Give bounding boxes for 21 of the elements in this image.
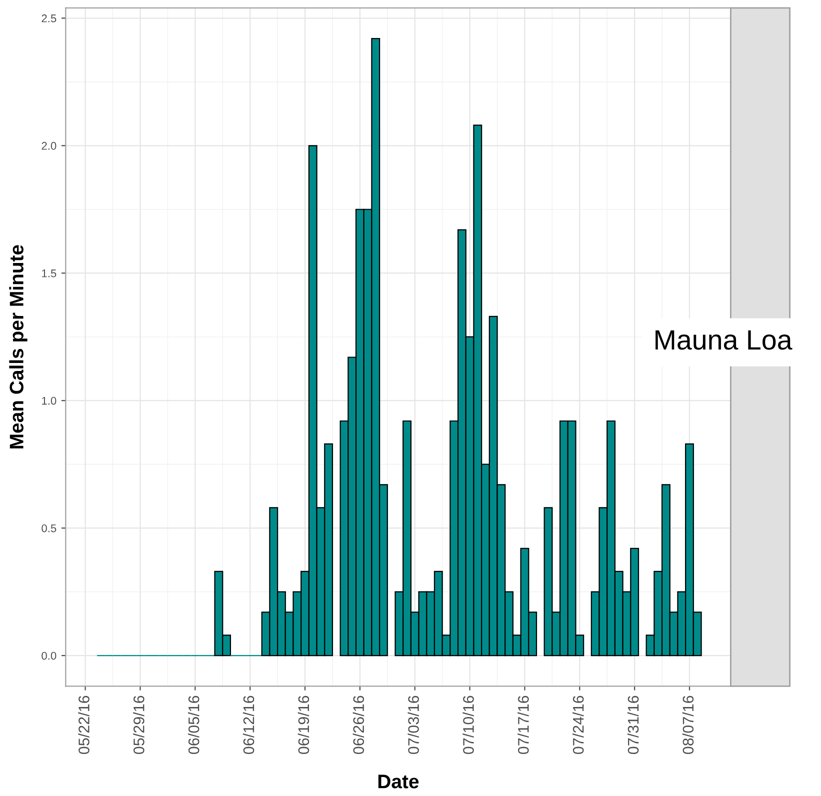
y-tick-label: 1.5: [42, 270, 56, 278]
x-tick-label: 06/26/16: [352, 696, 364, 754]
y-tick-label: 2.0: [42, 142, 56, 150]
x-tick-label: 07/10/16: [462, 696, 474, 754]
x-tick-label: 05/29/16: [133, 696, 144, 754]
x-tick-label: 08/07/16: [682, 696, 694, 754]
x-axis-title: Date: [378, 774, 419, 788]
x-tick-label: 06/19/16: [298, 696, 310, 754]
y-tick-label: 0.0: [42, 652, 56, 660]
y-tick-label: 0.5: [42, 524, 56, 532]
x-tick-label: 07/17/16: [518, 696, 529, 754]
x-tick-label: 05/22/16: [78, 696, 90, 754]
x-tick-label: 07/31/16: [627, 696, 639, 754]
y-tick-label: 1.0: [42, 396, 56, 405]
x-tick-label: 06/12/16: [242, 696, 254, 754]
y-tick-label: 2.5: [42, 14, 56, 22]
annotation: Mauna Loa: [656, 330, 792, 350]
x-tick-label: 07/24/16: [572, 696, 584, 754]
y-axis-title: Mean Calls per Minute: [9, 245, 28, 448]
x-tick-label: 06/05/16: [188, 696, 200, 754]
x-tick-label: 07/03/16: [408, 696, 419, 754]
